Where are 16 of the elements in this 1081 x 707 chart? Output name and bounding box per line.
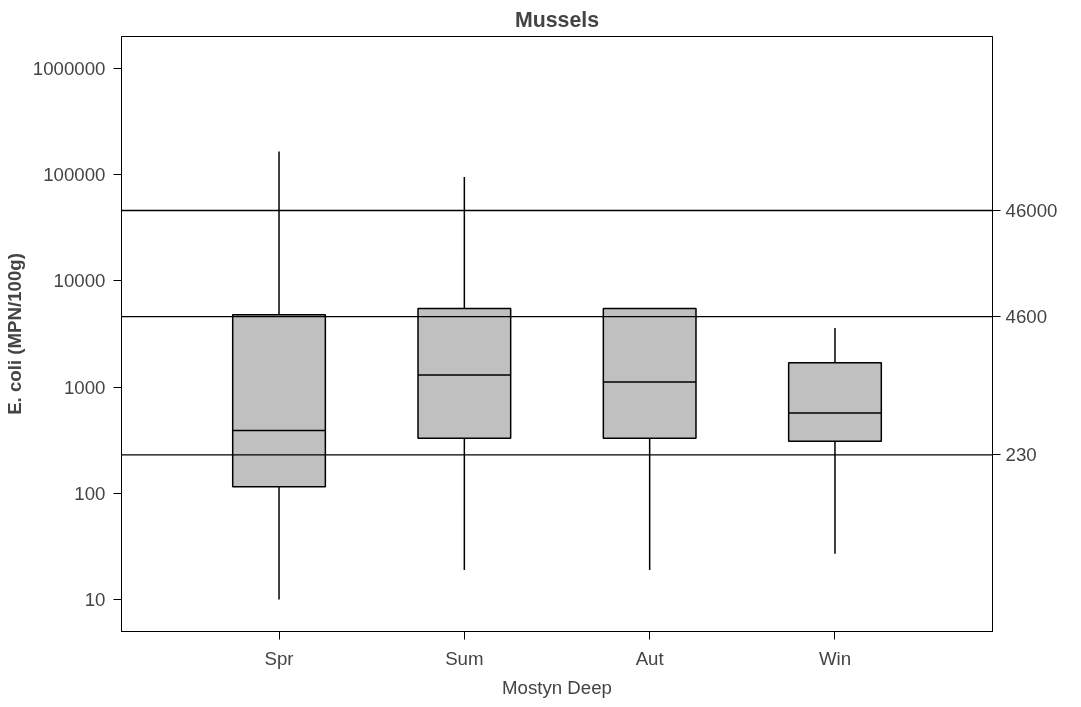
y-tick-label: 10000 bbox=[53, 270, 106, 292]
ref-line-label: 230 bbox=[1005, 444, 1037, 466]
ref-line-label: 4600 bbox=[1005, 306, 1048, 328]
y-tick-label: 1000000 bbox=[32, 57, 106, 79]
chart-title: Mussels bbox=[514, 7, 600, 32]
x-tick-label: Win bbox=[818, 647, 852, 669]
y-tick-label: 100 bbox=[74, 482, 106, 504]
x-axis-title: Mostyn Deep bbox=[502, 676, 612, 698]
x-tick-label: Sum bbox=[445, 647, 484, 669]
x-tick-label: Aut bbox=[635, 647, 665, 669]
x-tick-label: Spr bbox=[264, 647, 294, 669]
y-tick-label: 1000 bbox=[64, 376, 106, 398]
ref-line-label: 46000 bbox=[1005, 200, 1058, 221]
y-axis-title: E. coli (MPN/100g) bbox=[3, 253, 25, 415]
y-tick-label: 100000 bbox=[43, 164, 106, 186]
y-tick-label: 10 bbox=[84, 589, 106, 611]
